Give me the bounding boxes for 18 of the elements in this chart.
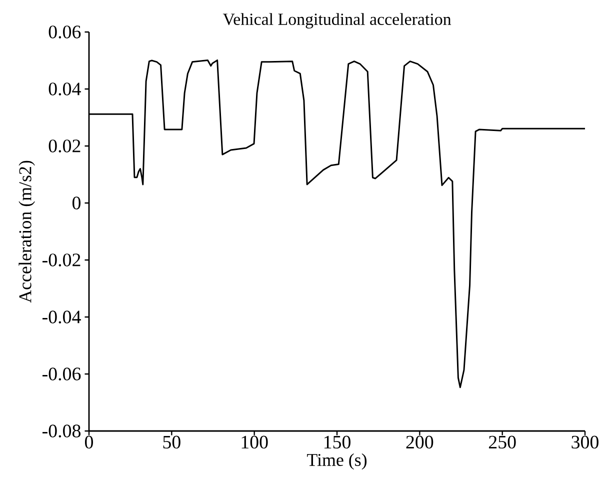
y-tick-label: -0.06 (42, 368, 81, 380)
chart-title: Vehical Longitudinal acceleration (222, 13, 452, 28)
y-axis-title: Acceleration (m/s2) (18, 160, 35, 303)
x-tick-label: 200 (406, 436, 434, 449)
x-tick-label: 300 (572, 436, 598, 449)
x-tick-label: 0 (84, 436, 93, 449)
y-tick-label: 0.06 (48, 26, 81, 38)
x-tick-label: 250 (488, 436, 516, 449)
y-tick-label: -0.04 (42, 310, 81, 324)
y-tick-label: 0.04 (48, 82, 81, 96)
x-tick-label: 150 (324, 436, 350, 449)
y-tick-label: 0 (72, 196, 80, 210)
x-tick-label: 50 (163, 436, 180, 449)
y-tick-label: -0.02 (42, 254, 80, 266)
x-axis-title: Time (s) (307, 453, 367, 470)
x-tick-label: 100 (242, 436, 268, 449)
y-tick-label: -0.08 (42, 424, 80, 438)
y-tick-label: 0.02 (48, 140, 80, 152)
